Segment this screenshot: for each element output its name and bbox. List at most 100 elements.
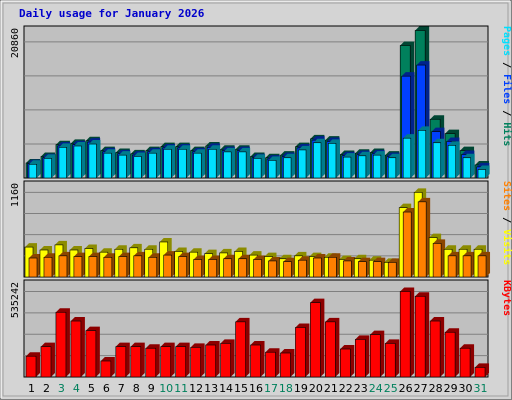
panel-hits-files-pages-bar-pages-18-face — [283, 157, 292, 179]
panel-sites-visits-bar-sites-22-face — [343, 260, 352, 278]
panel-sites-visits-bar-sites-18-shadow — [283, 257, 296, 277]
panel-kbytes-bar-kbytes-15 — [235, 317, 250, 378]
panel-hits-files-pages-bar-pages-14 — [223, 147, 236, 179]
panel-sites-visits-bar-sites-19 — [298, 256, 311, 278]
panel-hits-files-pages-bar-pages-24-shadow — [373, 151, 385, 178]
panel-hits-files-pages-bar-pages-31-face — [477, 169, 486, 179]
panel-sites-visits-bar-sites-25 — [387, 258, 401, 278]
panel-hits-files-pages-bar-pages-17-shadow — [268, 156, 281, 178]
panel-hits-files-pages-bar-pages-4 — [73, 142, 86, 179]
panel-hits-files-pages-bar-pages-11 — [178, 145, 191, 179]
panel-hits-files-pages-bar-pages-20-face — [313, 142, 322, 179]
panel-hits-files-pages-bar-pages-10-shadow — [163, 145, 176, 178]
panel-sites-visits-bar-sites-13-face — [208, 259, 217, 278]
panel-sites-visits-bar-sites-22-shadow — [343, 256, 356, 277]
panel-kbytes-bar-kbytes-29-shadow — [445, 328, 460, 377]
panel-hits-files-pages-bar-pages-21-face — [328, 143, 337, 179]
panel-kbytes-bar-kbytes-6-shadow — [100, 357, 115, 377]
panel-hits-files-pages-bar-pages-6-shadow — [103, 149, 116, 178]
panel-sites-visits-bar-sites-15-face — [238, 258, 247, 278]
panel-kbytes-bar-kbytes-25 — [384, 339, 400, 378]
panel-kbytes-bar-kbytes-21-face — [325, 321, 336, 378]
panel-kbytes-bar-kbytes-11-face — [175, 346, 186, 378]
panel-sites-visits-bar-sites-5 — [88, 252, 101, 278]
panel-hits-files-pages-bar-pages-22-face — [343, 156, 352, 179]
panel-hits-files-pages-bar-pages-8-face — [133, 156, 142, 179]
x-tick-label-14: 14 — [219, 382, 233, 395]
panel-kbytes-bar-kbytes-6 — [100, 357, 115, 378]
panel-kbytes-bar-kbytes-20 — [310, 298, 325, 378]
panel-kbytes-bar-kbytes-8-shadow — [130, 342, 145, 377]
x-tick-label-3: 3 — [58, 382, 65, 395]
panel-sites-visits-bar-sites-28-face — [432, 243, 442, 278]
panel-kbytes-bar-kbytes-22-face — [340, 348, 351, 378]
panel-kbytes-bar-kbytes-1 — [25, 352, 40, 378]
panel-sites-visits-bar-sites-21 — [328, 253, 341, 278]
panel-kbytes-bar-kbytes-3-face — [55, 311, 67, 378]
panel-hits-files-pages-bar-pages-16-shadow — [253, 154, 266, 178]
panel-hits-files-pages-bar-pages-9 — [148, 149, 161, 179]
x-tick-label-8: 8 — [133, 382, 140, 395]
x-tick-label-11: 11 — [174, 382, 188, 395]
panel-hits-files-pages-bar-pages-30-shadow — [463, 153, 475, 178]
panel-kbytes-bar-kbytes-5 — [85, 326, 100, 378]
panel-kbytes-bar-kbytes-31-face — [474, 367, 486, 378]
panel-hits-files-pages-bar-pages-3 — [58, 143, 71, 179]
panel-kbytes-bar-kbytes-23-shadow — [355, 335, 370, 377]
x-tick-label-29: 29 — [444, 382, 458, 395]
panel-kbytes-bar-kbytes-23 — [354, 335, 370, 378]
panel-sites-visits-bar-sites-14 — [223, 254, 236, 278]
panel-hits-files-pages-bar-pages-5-face — [88, 143, 97, 179]
panel-sites-visits-bar-sites-17-face — [268, 260, 277, 278]
panel-sites-visits-bar-sites-26 — [402, 208, 416, 278]
panel-sites-visits-bar-sites-23-face — [357, 261, 367, 278]
x-tick-label-15: 15 — [234, 382, 248, 395]
panel-sites-visits-bar-sites-21-face — [328, 256, 337, 278]
chart-title: Daily usage for January 2026 — [19, 7, 205, 20]
panel-sites-visits-bar-sites-8-shadow — [133, 251, 146, 277]
panel-sites-visits-bar-sites-4-shadow — [73, 252, 86, 277]
panel-hits-files-pages-bar-pages-18-shadow — [283, 153, 296, 178]
panel-hits-files-pages-bar-pages-16-face — [253, 158, 262, 179]
panel-kbytes-bar-kbytes-7-shadow — [115, 342, 130, 377]
panel-kbytes-bar-kbytes-4-face — [70, 320, 82, 378]
panel-hits-files-pages-bar-pages-13-face — [208, 148, 217, 179]
panel-hits-files-pages-bar-pages-27-shadow — [418, 126, 430, 178]
panel-sites-visits-bar-sites-28 — [432, 239, 446, 278]
panel-hits-files-pages-bar-pages-1 — [28, 160, 41, 179]
panel-kbytes-bar-kbytes-16-face — [250, 344, 261, 378]
panel-kbytes-bar-kbytes-29 — [444, 328, 460, 378]
panel-sites-visits-bar-sites-6-face — [103, 256, 113, 278]
panel-sites-visits-bar-sites-20-shadow — [313, 254, 326, 277]
panel-hits-files-pages-bar-pages-5-shadow — [88, 140, 101, 178]
panel-hits-files-pages-bar-pages-3-shadow — [58, 143, 71, 178]
panel-kbytes-bar-kbytes-27 — [414, 292, 430, 378]
panel-sites-visits-bar-sites-27-shadow — [418, 197, 431, 277]
panel-hits-files-pages-bar-pages-8 — [133, 152, 146, 179]
panel-hits-files-pages-bar-pages-2-shadow — [43, 154, 56, 178]
panel-hits-files-pages-bar-pages-19 — [298, 145, 311, 179]
panel-hits-files-pages-bar-pages-30 — [462, 153, 475, 179]
panel-kbytes-bar-kbytes-9-shadow — [145, 344, 160, 377]
chart-panels: 20860 Pages / Files / Hits 1160 Sites / Vis… — [10, 25, 512, 378]
panel-hits-files-pages-bar-pages-29-shadow — [448, 141, 460, 178]
panel-kbytes-bar-kbytes-10 — [160, 342, 175, 378]
panel-hits-files-pages-bar-pages-22-shadow — [343, 153, 355, 178]
panel-sites-visits-bar-sites-9-face — [148, 256, 158, 278]
panel-sites-visits-bar-sites-18 — [283, 257, 296, 278]
panel-hits-files-pages: 20860 Pages / Files / Hits — [10, 25, 512, 179]
panel-kbytes-series-label: KBytes — [501, 280, 512, 316]
panel-sites-visits-bar-sites-24-face — [372, 261, 382, 278]
panel-sites-visits-bar-sites-14-face — [223, 258, 232, 278]
panel-sites-visits-bar-sites-7-shadow — [118, 252, 131, 277]
panel-kbytes-bar-kbytes-18-face — [280, 352, 291, 378]
panel-sites-visits-bar-sites-20 — [313, 254, 326, 278]
panel-sites-visits-bar-sites-9-shadow — [148, 253, 161, 277]
panel-kbytes-bar-kbytes-2-face — [40, 346, 52, 378]
panel-hits-files-pages-bar-pages-28 — [432, 138, 445, 179]
panel-hits-files-pages-bar-pages-4-face — [73, 145, 82, 179]
panel-kbytes-bar-kbytes-11-shadow — [175, 342, 190, 377]
panel-sites-visits-bar-sites-31-face — [477, 255, 487, 278]
panel-hits-files-pages-bar-pages-29 — [447, 141, 460, 179]
